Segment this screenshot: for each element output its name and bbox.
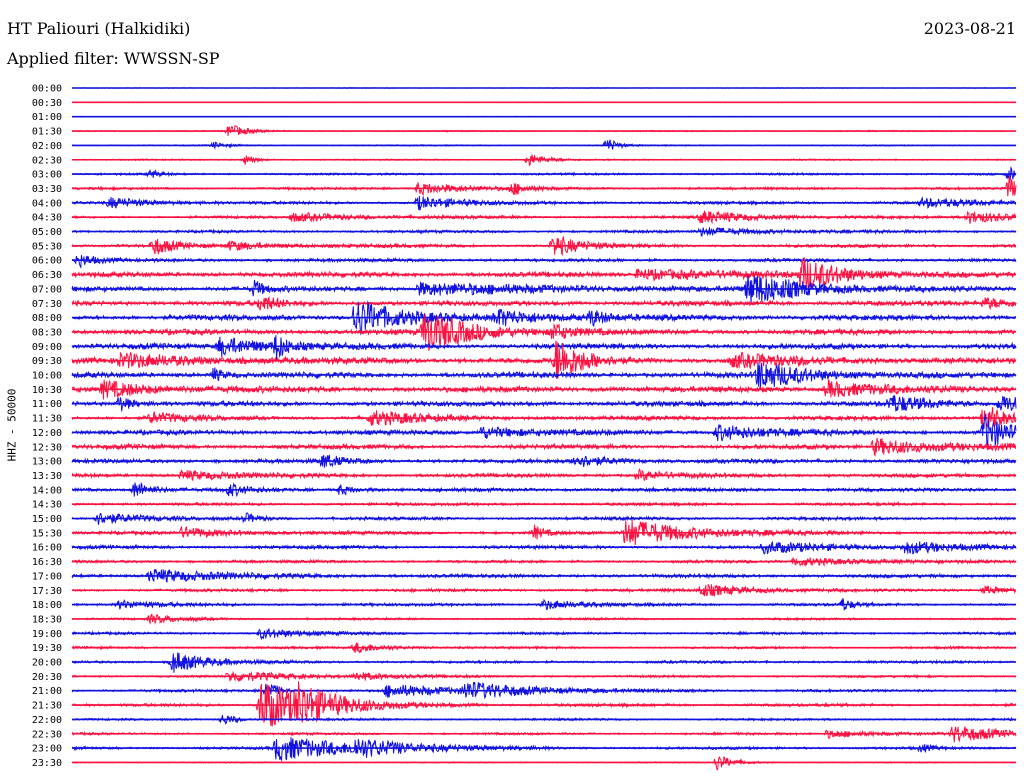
time-label-2100: 21:00: [32, 686, 62, 697]
time-label-1000: 10:00: [32, 371, 62, 382]
time-label-0530: 05:30: [32, 241, 62, 252]
time-label-1730: 17:30: [32, 586, 62, 597]
time-label-0030: 00:30: [32, 98, 62, 109]
time-label-0400: 04:00: [32, 198, 62, 209]
time-label-0930: 09:30: [32, 356, 62, 367]
time-label-2000: 20:00: [32, 658, 62, 669]
trace-2330: [71, 755, 1017, 771]
time-label-0600: 06:00: [32, 256, 62, 267]
trace-0900: [71, 335, 1017, 361]
time-label-0430: 04:30: [32, 213, 62, 224]
time-label-1630: 16:30: [32, 557, 62, 568]
filter-name: WWSSN-SP: [123, 49, 220, 68]
time-label-0100: 01:00: [32, 112, 62, 123]
trace-1200: [71, 413, 1017, 448]
time-label-1200: 12:00: [32, 428, 62, 439]
time-label-2330: 23:30: [32, 758, 62, 769]
time-label-1900: 19:00: [32, 629, 62, 640]
time-label-0800: 08:00: [32, 313, 62, 324]
time-label-0900: 09:00: [32, 342, 62, 353]
time-label-1930: 19:30: [32, 643, 62, 654]
trace-0200: [71, 139, 1017, 150]
time-label-0500: 05:00: [32, 227, 62, 238]
time-label-0330: 03:30: [32, 184, 62, 195]
time-label-2200: 22:00: [32, 715, 62, 726]
time-label-0200: 02:00: [32, 141, 62, 152]
time-label-1830: 18:30: [32, 614, 62, 625]
time-label-1800: 18:00: [32, 600, 62, 611]
time-label-0830: 08:30: [32, 327, 62, 338]
time-label-1700: 17:00: [32, 571, 62, 582]
filter-line: Applied filter: WWSSN-SP: [7, 49, 220, 69]
time-label-1600: 16:00: [32, 543, 62, 554]
time-label-1500: 15:00: [32, 514, 62, 525]
time-label-0730: 07:30: [32, 299, 62, 310]
time-label-1030: 10:30: [32, 385, 62, 396]
time-label-0630: 06:30: [32, 270, 62, 281]
trace-0700: [71, 275, 1017, 305]
time-label-0130: 01:30: [32, 127, 62, 138]
trace-0730: [71, 295, 1017, 311]
trace-0330: [71, 176, 1017, 197]
time-label-1130: 11:30: [32, 414, 62, 425]
plot-date: 2023-08-21: [923, 19, 1016, 38]
time-label-2300: 23:00: [32, 744, 62, 755]
time-label-2030: 20:30: [32, 672, 62, 683]
time-label-0230: 02:30: [32, 155, 62, 166]
filter-prefix: Applied filter:: [7, 49, 119, 68]
time-label-2130: 21:30: [32, 701, 62, 712]
trace-0600: [71, 255, 1017, 269]
time-label-1230: 12:30: [32, 442, 62, 453]
time-label-0300: 03:00: [32, 170, 62, 181]
time-label-1330: 13:30: [32, 471, 62, 482]
time-label-1430: 14:30: [32, 500, 62, 511]
time-label-0000: 00:00: [32, 84, 62, 95]
time-label-1100: 11:00: [32, 399, 62, 410]
time-label-1400: 14:00: [32, 485, 62, 496]
time-label-0700: 07:00: [32, 284, 62, 295]
time-label-1300: 13:00: [32, 457, 62, 468]
time-label-1530: 15:30: [32, 528, 62, 539]
station-title: HT Paliouri (Halkidiki): [7, 19, 191, 38]
time-label-2230: 22:30: [32, 729, 62, 740]
